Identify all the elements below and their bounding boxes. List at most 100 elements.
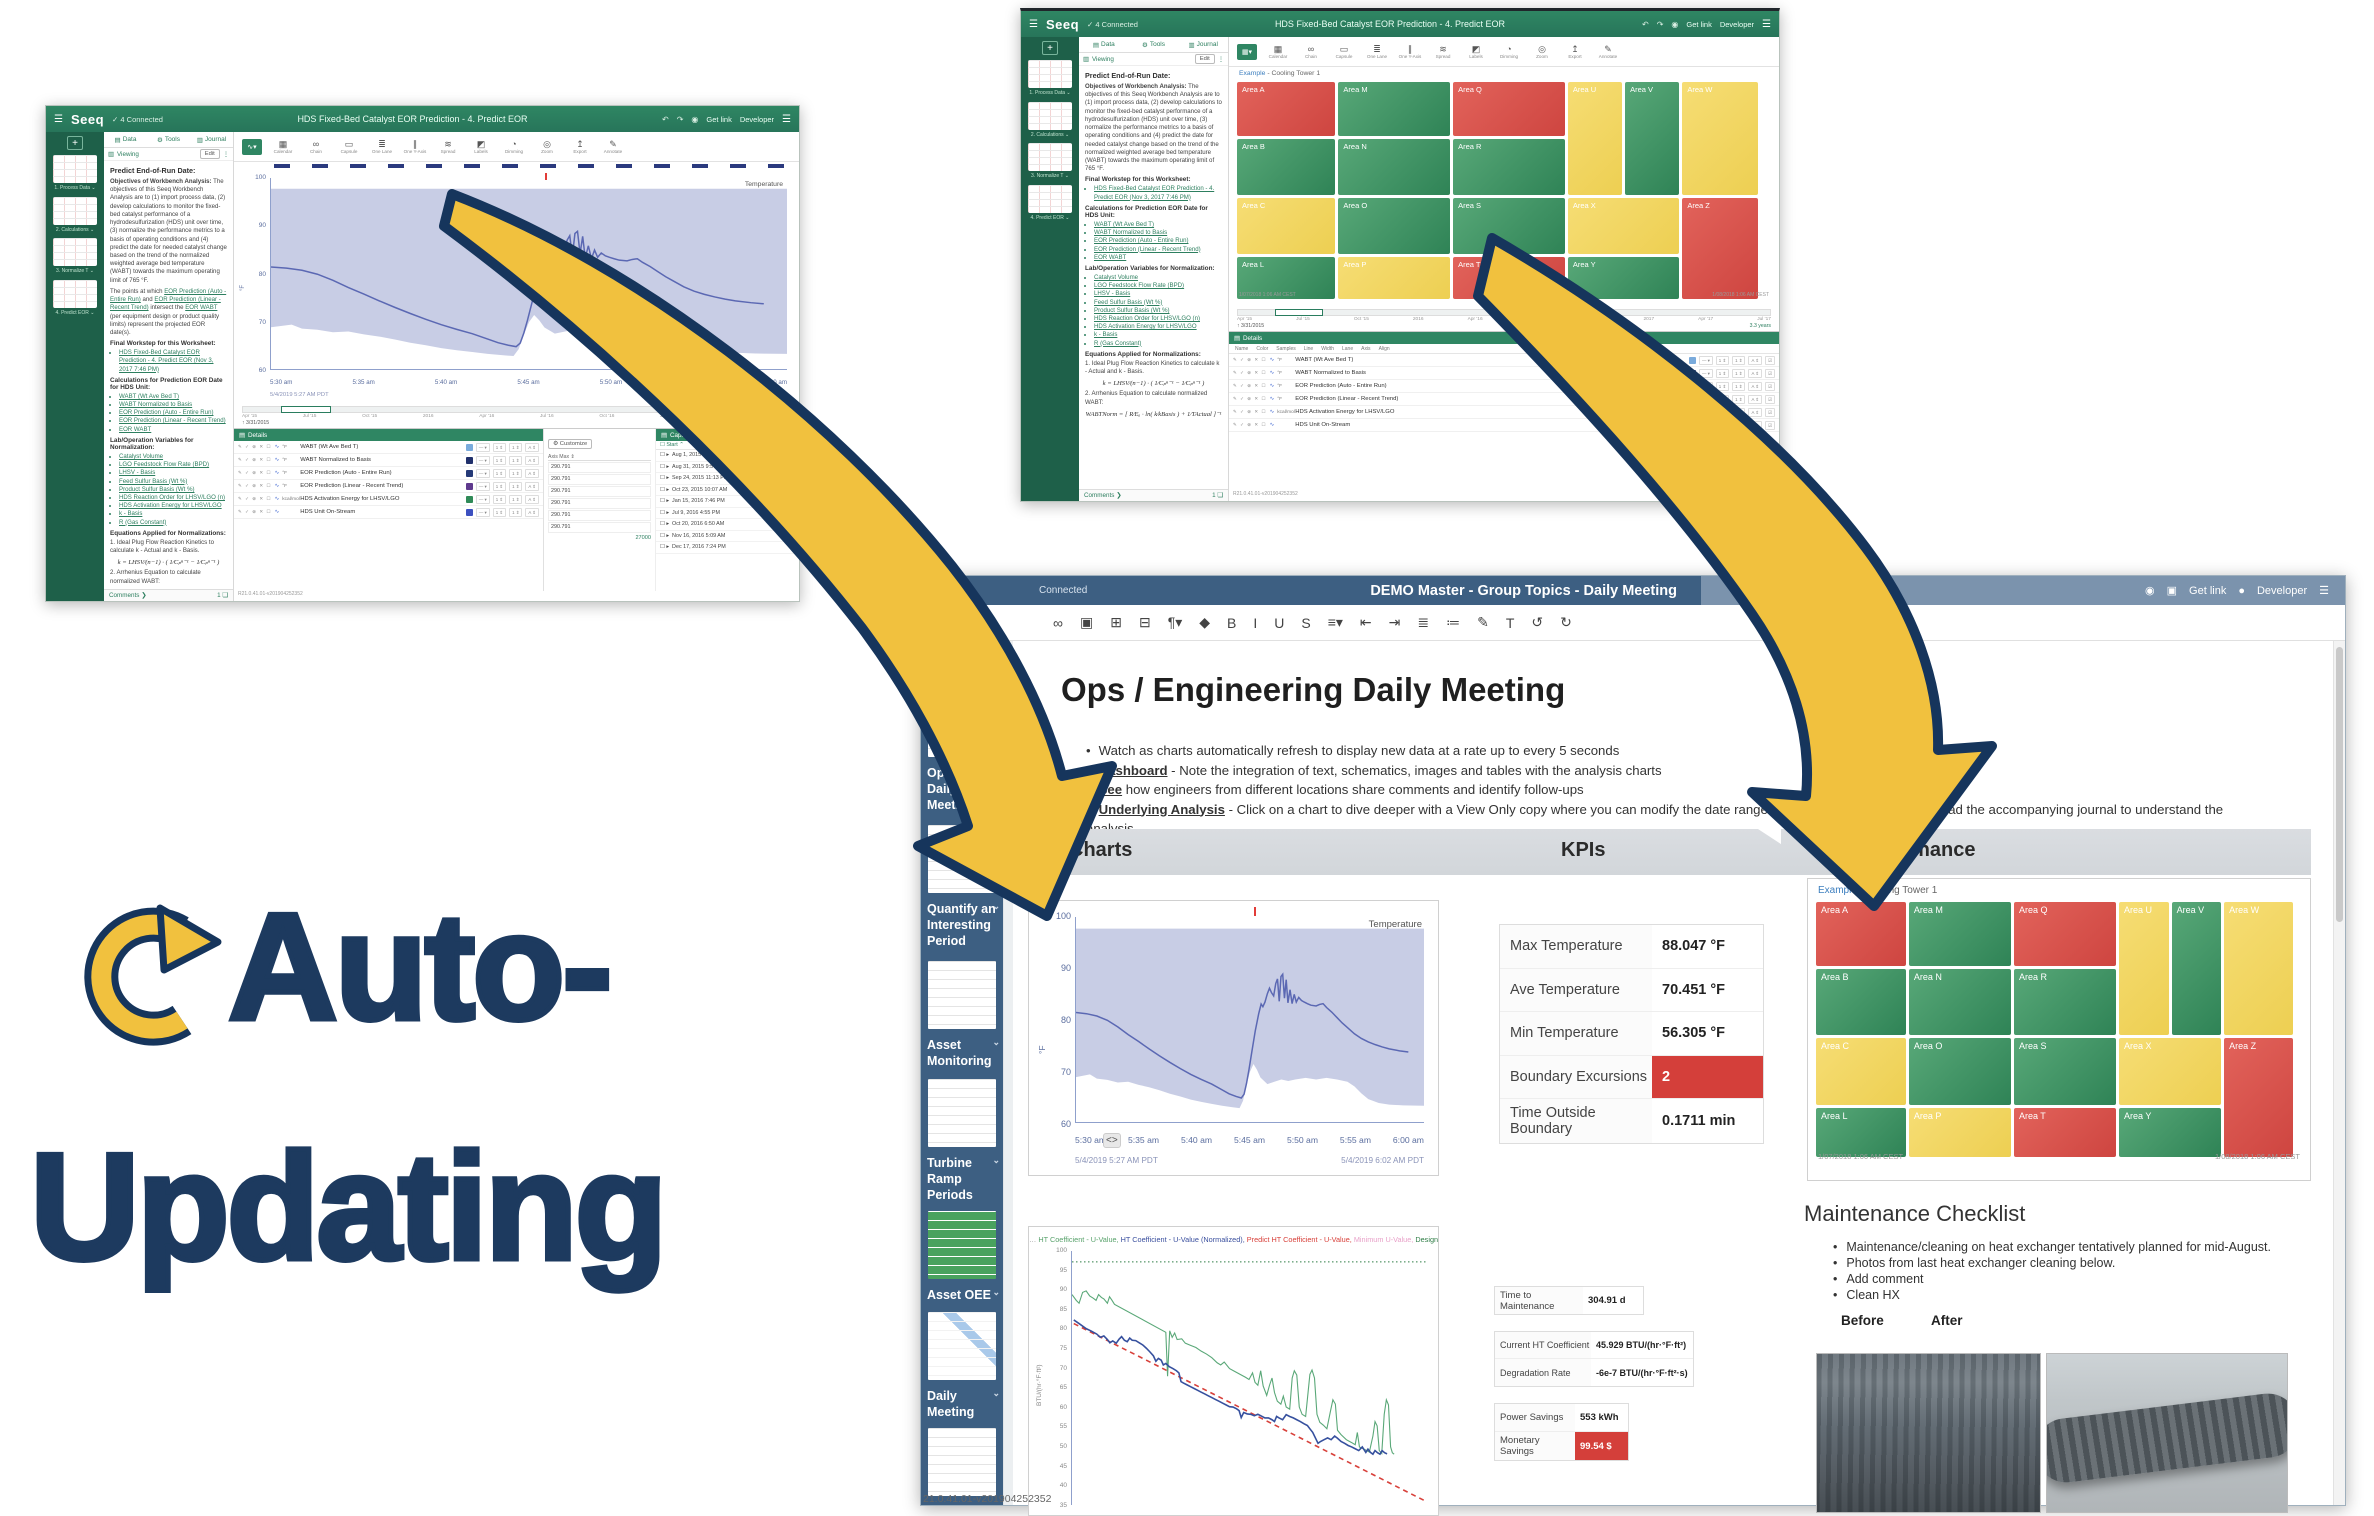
line-style-select[interactable]: — ▾ bbox=[475, 507, 490, 517]
capsule-row[interactable]: ☐ ▸ Jul 9, 2016 4:55 PM bbox=[656, 508, 799, 519]
worksheet-item[interactable]: 4. Predict EOR ⌄ bbox=[1021, 184, 1079, 222]
toolbar-button[interactable]: ∞ Chain bbox=[309, 139, 322, 154]
color-chip[interactable] bbox=[465, 495, 473, 503]
capsules-columns[interactable]: ☐ Start ⌃ bbox=[656, 441, 799, 450]
journal-link[interactable]: WABT (Wt Ave Bed T) bbox=[1094, 221, 1222, 229]
hamburger-icon[interactable]: ☰ bbox=[54, 113, 63, 125]
toolbar-button[interactable]: ▦ Calendar bbox=[273, 139, 293, 154]
treemap-area[interactable]: Area O bbox=[1338, 198, 1451, 255]
details-column[interactable]: Axis bbox=[1361, 345, 1371, 352]
show-checkbox[interactable]: ☑ bbox=[1765, 394, 1775, 404]
treemap-area[interactable]: Area R bbox=[1453, 139, 1565, 196]
signal-name[interactable]: HDS Unit On-Stream bbox=[300, 509, 356, 515]
toolbar-button[interactable]: ≋ Spread bbox=[440, 139, 456, 154]
undo-icon[interactable]: ↶ bbox=[662, 114, 669, 124]
capsule-row[interactable]: ☐ ▸ Jan 15, 2016 7:46 PM bbox=[656, 496, 799, 508]
color-chip[interactable] bbox=[465, 443, 473, 451]
lane-stepper[interactable]: 1 ⇕ bbox=[509, 455, 523, 465]
journal-link[interactable]: LGO Feedstock Flow Rate (BPD) bbox=[1094, 282, 1222, 290]
sidebar-topic[interactable]: Quantify an Interesting Period ⌄ bbox=[921, 897, 1003, 1029]
document-thumbnail[interactable] bbox=[928, 1079, 996, 1147]
color-chip[interactable] bbox=[1688, 395, 1696, 403]
comments-toggle[interactable]: Comments ❯ bbox=[1084, 492, 1122, 499]
details-row[interactable]: ✎ ✓ ⊗ ✕ ☐ ∿ °F EOR Prediction (Linear - … bbox=[1229, 393, 1779, 406]
users-icon[interactable]: ◉ bbox=[1671, 19, 1679, 29]
edit-button[interactable]: Edit bbox=[1194, 54, 1215, 64]
image-icon[interactable]: ▣ bbox=[1079, 614, 1094, 630]
lane-stepper[interactable]: 1 ⇕ bbox=[509, 507, 523, 517]
axis-stepper[interactable]: A ⇕ bbox=[1748, 407, 1763, 417]
worksheet-label[interactable]: 3. Normalize T ⌄ bbox=[56, 268, 94, 274]
sidebar-scrollbar[interactable] bbox=[1003, 641, 1013, 1505]
ht-plot[interactable] bbox=[1071, 1251, 1426, 1505]
width-stepper[interactable]: 1 ⇕ bbox=[492, 494, 507, 504]
line-style-select[interactable]: — ▾ bbox=[1698, 420, 1713, 430]
lane-stepper[interactable]: 1 ⇕ bbox=[1732, 368, 1746, 378]
signal-name[interactable]: WABT Normalized to Basis bbox=[1295, 370, 1366, 376]
capsule-row[interactable]: ☐ ▸ Oct 20, 2016 6:50 AM bbox=[656, 519, 799, 531]
journal-link[interactable]: WABT Normalized to Basis bbox=[1094, 229, 1222, 237]
signal-name[interactable]: HDS Activation Energy for LHSV/LGO bbox=[300, 496, 400, 502]
journal-link[interactable]: LGO Feedstock Flow Rate (BPD) bbox=[119, 461, 227, 469]
page-button[interactable]: › bbox=[1506, 300, 1509, 307]
worksheet-label[interactable]: 1. Process Data ⌄ bbox=[1029, 90, 1071, 96]
treemap-area[interactable]: Area M bbox=[1338, 82, 1451, 137]
chevron-down-icon[interactable]: ⌄ bbox=[992, 1037, 1000, 1047]
topic-label[interactable]: Asset OEE ⌄ bbox=[927, 1287, 1000, 1302]
row-controls[interactable]: ✎ ✓ ⊗ ✕ ☐ bbox=[238, 457, 272, 462]
treemap-area[interactable]: Area U bbox=[1567, 82, 1623, 196]
worksheet-item[interactable]: 2. Calculations ⌄ bbox=[1021, 101, 1079, 139]
format-icon[interactable]: ✎ bbox=[1477, 614, 1489, 630]
details-row[interactable]: ✎ ✓ ⊗ ✕ ☐ ∿ °F WABT Normalized to Basis … bbox=[1229, 367, 1779, 380]
treemap-area[interactable]: Area P bbox=[1908, 1107, 2011, 1157]
sidebar-topic[interactable]: Daily Meeting ⌄ bbox=[921, 1384, 1003, 1496]
color-chip[interactable] bbox=[1688, 356, 1696, 364]
hamburger-icon[interactable]: ☰ bbox=[2319, 585, 2329, 597]
series-label[interactable]: Temperature bbox=[744, 181, 783, 188]
outdent-icon[interactable]: ⇤ bbox=[1359, 614, 1372, 630]
row-controls[interactable]: ✎ ✓ ⊗ ✕ ☐ bbox=[1233, 422, 1267, 427]
worksheet-thumbnail[interactable] bbox=[1028, 101, 1072, 130]
color-drop-icon[interactable]: ◆ bbox=[1199, 614, 1211, 630]
treemap-area[interactable]: Area V bbox=[1625, 82, 1680, 196]
worksheet-thumbnail[interactable] bbox=[53, 196, 97, 225]
topic-label[interactable]: Daily Meeting ⌄ bbox=[927, 1388, 1000, 1419]
worksheet-item[interactable]: 1. Process Data ⌄ bbox=[1021, 60, 1079, 97]
panel-tab[interactable]: ▥ Journal bbox=[1188, 41, 1218, 49]
details-row[interactable]: ✎ ✓ ⊗ ✕ ☐ ∿ °F WABT (Wt Ave Bed T) — ▾ 1… bbox=[234, 441, 543, 454]
developer-button[interactable]: Developer bbox=[1719, 19, 1755, 29]
panel-tab[interactable]: ▤ Data bbox=[1092, 41, 1115, 49]
width-stepper[interactable]: 1 ⇕ bbox=[1715, 394, 1730, 404]
developer-button[interactable]: Developer bbox=[739, 114, 775, 124]
journal-link[interactable]: k - Basis bbox=[1094, 331, 1222, 339]
details-column[interactable]: Width bbox=[1321, 345, 1334, 352]
sidebar-topic[interactable]: Turbine Ramp Periods ⌄ bbox=[921, 1151, 1003, 1279]
treemap-area[interactable]: Area S bbox=[2013, 1038, 2116, 1105]
worksheet-item[interactable]: 2. Calculations ⌄ bbox=[46, 196, 104, 234]
treemap-area[interactable]: Area A bbox=[1816, 902, 1906, 966]
journal-link[interactable]: Product Sulfur Basis (Wt %) bbox=[119, 486, 227, 494]
toolbar-button[interactable]: ▭ Capsule bbox=[1335, 44, 1353, 59]
color-chip[interactable] bbox=[1688, 421, 1696, 429]
worksheet-label[interactable]: 1. Process Data ⌄ bbox=[54, 185, 96, 191]
row-controls[interactable]: ✎ ✓ ⊗ ✕ ☐ bbox=[1233, 370, 1267, 375]
worksheet-item[interactable]: 3. Normalize T ⌄ bbox=[46, 238, 104, 275]
worksheet-label[interactable]: 2. Calculations ⌄ bbox=[1030, 131, 1070, 138]
details-row[interactable]: ✎ ✓ ⊗ ✕ ☐ ∿ °F WABT Normalized to Basis … bbox=[234, 454, 543, 467]
new-worksheet-button[interactable]: + bbox=[1042, 41, 1058, 55]
journal-link[interactable]: LHSV - Basis bbox=[1094, 290, 1222, 298]
journal-link[interactable]: EOR Prediction (Auto - Entire Run) bbox=[119, 409, 227, 417]
show-checkbox[interactable]: ☑ bbox=[1765, 407, 1775, 417]
toolbar-button[interactable]: ↥ Export bbox=[1568, 44, 1582, 59]
width-stepper[interactable]: 1 ⇕ bbox=[1715, 407, 1730, 417]
users-icon[interactable]: ◉ bbox=[691, 114, 699, 124]
undo-icon[interactable]: ↶ bbox=[1642, 19, 1649, 29]
axis-stepper[interactable]: A ⇕ bbox=[1748, 420, 1763, 430]
journal-link[interactable]: EOR Prediction (Auto - Entire Run) bbox=[1094, 237, 1222, 245]
row-controls[interactable]: ✎ ✓ ⊗ ✕ ☐ bbox=[1233, 357, 1267, 362]
edit-button[interactable]: Edit bbox=[199, 149, 220, 159]
underline-icon[interactable]: U bbox=[1274, 614, 1285, 631]
treemap-area[interactable]: Area M bbox=[1908, 902, 2011, 966]
topic-label[interactable]: Asset Monitoring ⌄ bbox=[927, 1037, 1000, 1068]
page-button[interactable]: » bbox=[1513, 300, 1518, 307]
